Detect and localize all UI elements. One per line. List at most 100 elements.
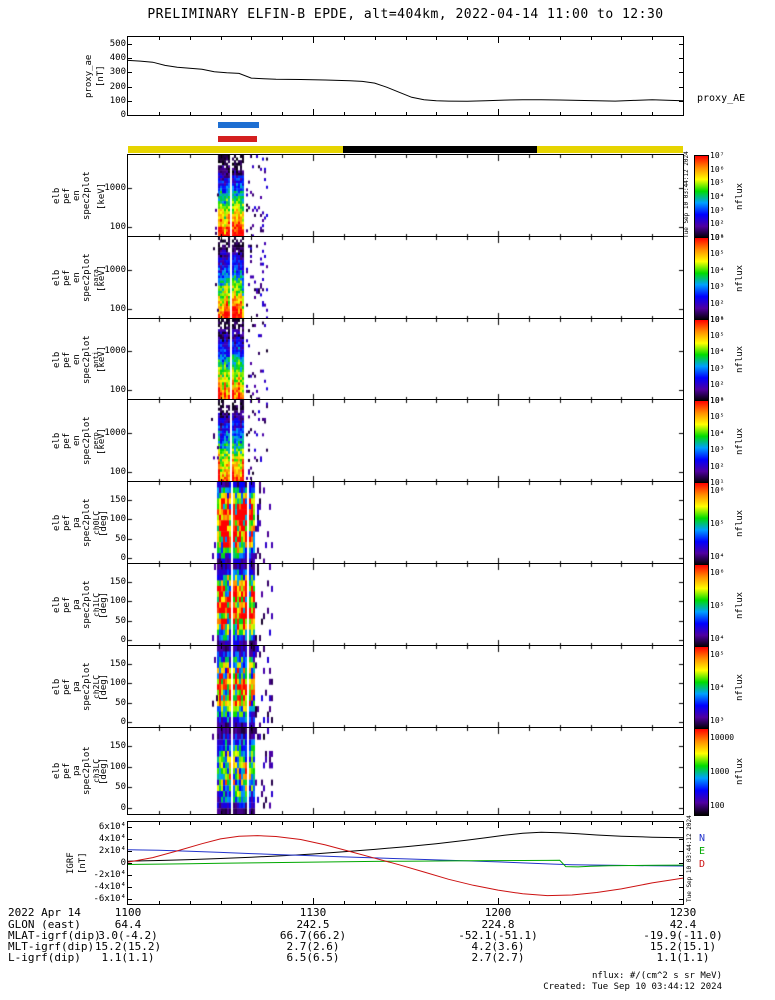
spectro-unit-label: [keV] <box>97 264 107 292</box>
colorbar-tick-label: 10⁶ <box>710 315 725 324</box>
axis-ticks <box>128 37 683 116</box>
colorbar <box>694 400 709 484</box>
spectro-ylabel-line: en <box>72 272 82 284</box>
spectro-ylabel-line: pef <box>62 269 72 287</box>
colorbar-tick-label: 10⁴ <box>710 347 725 357</box>
colorbar-tick-label: 10³ <box>710 282 725 292</box>
spectro-unit-label: [deg] <box>99 757 109 785</box>
colorbar-tick-label: 10000 <box>710 732 735 742</box>
colorbar-tick-label: 10⁵ <box>710 650 725 660</box>
colorbar-tick-label: 10² <box>710 379 725 389</box>
igrf-ytick-label: 0 <box>120 858 126 868</box>
created-timestamp: Created: Tue Sep 10 03:44:12 2024 <box>543 982 722 992</box>
colorbar-tick-label: 10¹ <box>710 315 725 324</box>
spectrogram-canvas-4 <box>128 482 683 564</box>
igrf-ytick-label: -6x10⁴ <box>93 894 126 905</box>
spectro-unit-label: [keV] <box>97 427 107 455</box>
colorbar-tick-label: 10⁶ <box>710 396 725 405</box>
spectro-ytick-label: 150 <box>109 658 126 669</box>
footer-row-label: GLON (east) <box>8 918 81 931</box>
footer-row-label: 2022 Apr 14 <box>8 906 81 919</box>
footer-value: -19.9(-11.0) <box>643 929 723 942</box>
igrf-ytick-label: 2x10⁴ <box>98 845 126 856</box>
side-timestamp-top: Tue Sep 10 03:44:12 2024 <box>683 151 690 238</box>
spectrogram-canvas-0 <box>128 155 683 237</box>
spectrogram-panel-pa-ch1LC <box>127 563 684 647</box>
spectro-ylabel-line: elb <box>52 762 62 780</box>
spectrogram-panel-en-omni <box>127 154 684 238</box>
spectro-ylabel-line: pef <box>62 678 72 696</box>
spectrogram-canvas-3 <box>128 400 683 482</box>
footer-value: 42.4 <box>669 918 697 931</box>
proxy-ae-right-label: proxy_AE <box>697 93 746 104</box>
colorbar-tick-label: 10⁵ <box>710 249 725 259</box>
colorbar-tick-label: 10⁴ <box>710 683 725 692</box>
colorbar <box>694 237 709 321</box>
spectro-ytick-label: 100 <box>109 466 126 477</box>
proxy-ae-line <box>127 59 684 102</box>
spectro-ytick-label: 100 <box>109 385 126 396</box>
spectrogram-panel-pa-ch3LC <box>127 727 684 815</box>
colorbar-tick-label: 10⁶ <box>710 568 725 578</box>
igrf-panel <box>127 821 684 905</box>
coverage-bar-yellow <box>128 146 683 153</box>
spectro-ylabel-line: en <box>72 190 82 202</box>
spectro-ytick-label: 1000 <box>104 264 126 275</box>
footer-row-label: MLAT-igrf(dip) <box>8 929 101 942</box>
colorbar-tick-label: 1000 <box>710 767 730 776</box>
spectro-ytick-label: 100 <box>109 761 126 772</box>
spectro-ytick-label: 100 <box>109 221 126 232</box>
igrf-line-D <box>127 835 684 897</box>
colorbar-tick-label: 10² <box>710 461 725 471</box>
spectro-unit-label: [deg] <box>99 591 109 619</box>
spectro-ylabel-line: spec2plot <box>82 662 92 712</box>
spectrogram-panel-en-para <box>127 236 684 320</box>
proxy-ae-plot <box>127 37 684 116</box>
igrf-series-label-E: E <box>699 846 706 857</box>
igrf-ytick-label: 4x10⁴ <box>98 833 126 844</box>
colorbar-tick-label: 10⁵ <box>710 178 725 188</box>
spectro-ylabel-line: spec2plot <box>82 746 92 796</box>
spectro-ylabel-line: pef <box>62 596 72 614</box>
spectro-ylabel-line: elb <box>52 514 62 532</box>
igrf-series-label-N: N <box>699 833 706 844</box>
colorbar-tick-label: 10⁵ <box>710 519 725 528</box>
spectro-ylabel-line: elb <box>52 187 62 205</box>
proxy-ae-unit-label: [nT] <box>96 65 106 87</box>
spectro-ylabel-line: pef <box>62 762 72 780</box>
igrf-ylabel: IGRF <box>66 852 76 874</box>
igrf-line-B <box>127 831 684 862</box>
colorbar-tick-label: 10² <box>710 219 725 229</box>
colorbar-tick-label: 10⁴ <box>710 633 725 643</box>
side-timestamp-bottom: Tue Sep 10 03:44:12 2024 <box>686 815 693 902</box>
spectro-ylabel-line: spec2plot <box>82 335 92 384</box>
x-tick-label: 1130 <box>299 906 327 919</box>
proxy-ae-panel <box>127 36 684 116</box>
science-zone-bar-blue <box>218 122 260 128</box>
colorbar-tick-label: 10⁵ <box>710 601 725 610</box>
spectrogram-canvas-5 <box>128 564 683 646</box>
colorbar-tick-label: 10⁴ <box>710 551 725 561</box>
colorbar-title-nflux: nflux <box>735 673 745 701</box>
igrf-line-N <box>127 849 684 867</box>
spectrogram-panel-en-perp <box>127 399 684 483</box>
footer-value: 1.1(1.1) <box>101 951 155 964</box>
footer-value: 2.7(2.7) <box>471 951 525 964</box>
colorbar-tick-label: 10³ <box>710 715 725 725</box>
colorbar-tick-label: 10³ <box>710 363 725 373</box>
spectro-unit-label: [keV] <box>97 182 107 210</box>
proxy-ae-ytick-label: 400 <box>109 53 126 64</box>
colorbar-title-nflux: nflux <box>735 264 745 292</box>
proxy-ae-ytick-label: 500 <box>109 39 126 50</box>
spectro-ylabel-line: elb <box>52 678 62 696</box>
spectro-unit-label: [deg] <box>99 509 109 537</box>
footer-value: 64.4 <box>114 918 142 931</box>
spectrogram-panel-pa-ch0LC <box>127 481 684 565</box>
colorbar-tick-label: 10¹ <box>710 396 725 405</box>
igrf-line-E <box>127 859 684 868</box>
spectro-ylabel-line: spec2plot <box>82 416 92 466</box>
colorbar-tick-label: 10² <box>710 298 725 308</box>
footer-value: 1.1(1.1) <box>656 951 710 964</box>
colorbar-tick-label: 10⁶ <box>710 164 725 174</box>
